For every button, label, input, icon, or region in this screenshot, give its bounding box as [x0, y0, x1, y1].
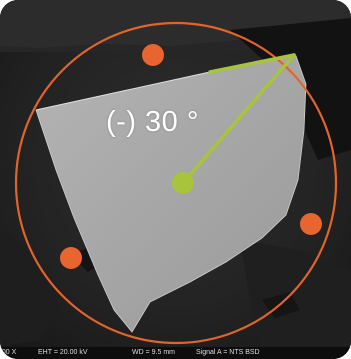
reference-dot-right [300, 213, 322, 235]
angle-label: (-) 30 ° [106, 106, 199, 138]
magnification-text: 300 X [0, 349, 17, 356]
crystal-facet [35, 55, 307, 333]
angle-arm-line [181, 53, 296, 185]
reference-dot-top [142, 44, 164, 66]
substrate-debris-right [240, 240, 351, 347]
reference-dot-left [60, 247, 82, 269]
reference-circle [14, 21, 338, 345]
eht-text: EHT = 20.00 kV [38, 349, 88, 356]
working-distance-text: WD = 9.5 mm [132, 349, 175, 356]
substrate-debris-left [0, 230, 60, 347]
angle-reference-line [208, 53, 296, 74]
crystal-edge-highlight [35, 71, 211, 111]
sem-info-bar: 300 X EHT = 20.00 kV WD = 9.5 mm Signal … [0, 347, 351, 359]
signal-text: Signal A = NTS BSD [196, 349, 260, 356]
angle-origin-dot [172, 172, 194, 194]
